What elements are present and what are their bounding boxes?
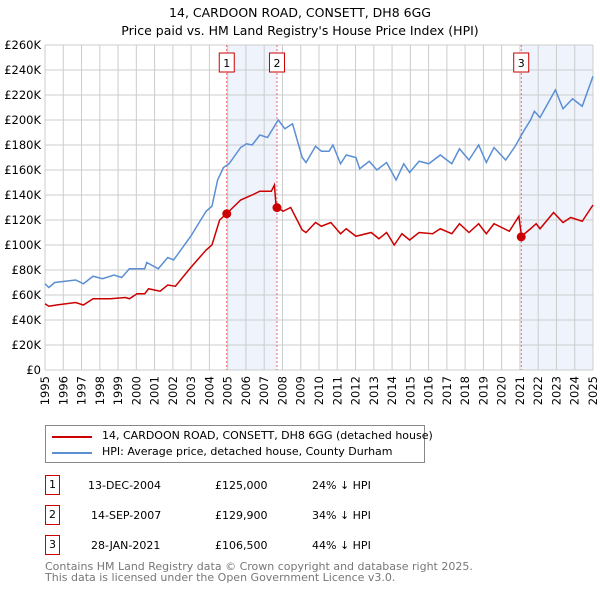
- price-chart: 14, CARDOON ROAD, CONSETT, DH8 6GG Price…: [4, 5, 600, 405]
- legend-swatch-blue: [52, 452, 92, 454]
- sale-label: 3: [518, 57, 525, 70]
- sale-number-badge: 2: [45, 505, 60, 525]
- x-tick-label: 2006: [239, 376, 253, 405]
- x-tick-label: 2021: [513, 376, 527, 405]
- shaded-range: [521, 45, 593, 370]
- sale-date: 14-SEP-2007: [91, 509, 162, 522]
- sale-label: 1: [223, 57, 230, 70]
- sale-label-box: [268, 52, 285, 73]
- y-tick-label: £220K: [4, 88, 41, 102]
- x-tick-label: 1996: [56, 376, 70, 405]
- x-tick-label: 2003: [184, 376, 198, 405]
- y-tick-label: £180K: [4, 138, 41, 152]
- y-tick-label: £140K: [4, 188, 41, 202]
- x-tick-label: 2015: [403, 376, 417, 405]
- sale-point: [272, 203, 282, 213]
- shaded-range: [226, 45, 277, 370]
- y-tick-label: £80K: [12, 263, 42, 277]
- sale-point: [222, 209, 232, 219]
- sale-number-badge: 1: [45, 475, 60, 495]
- sale-price: £106,500: [215, 539, 268, 552]
- sale-price: £125,000: [215, 479, 268, 492]
- y-tick-label: £120K: [4, 213, 41, 227]
- sale-number-badge: 3: [45, 535, 60, 555]
- sale-point: [516, 232, 526, 242]
- x-tick-label: 2022: [531, 376, 545, 405]
- x-tick-label: 2019: [476, 376, 490, 405]
- x-tick-label: 2004: [202, 376, 216, 405]
- x-tick-label: 2016: [422, 376, 436, 405]
- x-tick-label: 1997: [75, 376, 89, 405]
- chart-subtitle: Price paid vs. HM Land Registry's House …: [121, 23, 478, 38]
- x-tick-label: 1999: [111, 376, 125, 405]
- x-tick-label: 2010: [312, 376, 326, 405]
- x-tick-label: 2014: [385, 376, 399, 405]
- y-tick-label: £260K: [4, 38, 41, 52]
- x-tick-label: 2002: [166, 376, 180, 405]
- y-tick-label: £200K: [4, 113, 41, 127]
- y-tick-label: £0: [26, 363, 41, 377]
- sale-label-box: [218, 52, 235, 73]
- legend-label: 14, CARDOON ROAD, CONSETT, DH8 6GG (deta…: [102, 429, 433, 442]
- x-tick-label: 2012: [349, 376, 363, 405]
- x-tick-label: 1998: [93, 376, 107, 405]
- x-tick-label: 2017: [440, 376, 454, 405]
- x-tick-label: 2020: [495, 376, 509, 405]
- y-tick-label: £240K: [4, 63, 41, 77]
- sale-label-box: [513, 52, 530, 73]
- x-tick-label: 2011: [330, 376, 344, 405]
- x-tick-label: 1995: [38, 376, 52, 405]
- footer-line-2: This data is licensed under the Open Gov…: [45, 571, 396, 584]
- hpi-line: [44, 75, 594, 289]
- x-tick-label: 2000: [129, 376, 143, 405]
- property-price-line: [44, 182, 594, 308]
- legend: 14, CARDOON ROAD, CONSETT, DH8 6GG (deta…: [45, 425, 433, 463]
- x-tick-label: 2001: [148, 376, 162, 405]
- sale-hpi-diff: 24% ↓ HPI: [312, 479, 371, 492]
- x-tick-label: 2008: [275, 376, 289, 405]
- sale-label: 2: [273, 57, 280, 70]
- x-tick-label: 2007: [257, 376, 271, 405]
- x-tick-label: 2023: [549, 376, 563, 405]
- x-tick-label: 2005: [221, 376, 235, 405]
- sale-date: 13-DEC-2004: [88, 479, 162, 492]
- y-tick-label: £100K: [4, 238, 41, 252]
- x-tick-label: 2024: [568, 376, 582, 405]
- x-tick-label: 2018: [458, 376, 472, 405]
- x-tick-label: 2009: [294, 376, 308, 405]
- footer-line-1: Contains HM Land Registry data © Crown c…: [45, 560, 473, 573]
- legend-label: HPI: Average price, detached house, Coun…: [102, 445, 393, 458]
- x-tick-label: 2025: [586, 376, 600, 405]
- chart-title: 14, CARDOON ROAD, CONSETT, DH8 6GG: [169, 5, 431, 20]
- y-tick-label: £20K: [12, 338, 42, 352]
- y-tick-label: £40K: [12, 313, 42, 327]
- sale-hpi-diff: 34% ↓ HPI: [312, 509, 371, 522]
- y-tick-label: £60K: [12, 288, 42, 302]
- legend-swatch-red: [52, 436, 92, 438]
- sale-date: 28-JAN-2021: [91, 539, 161, 552]
- y-tick-label: £160K: [4, 163, 41, 177]
- sale-hpi-diff: 44% ↓ HPI: [312, 539, 371, 552]
- x-tick-label: 2013: [367, 376, 381, 405]
- sale-price: £129,900: [215, 509, 268, 522]
